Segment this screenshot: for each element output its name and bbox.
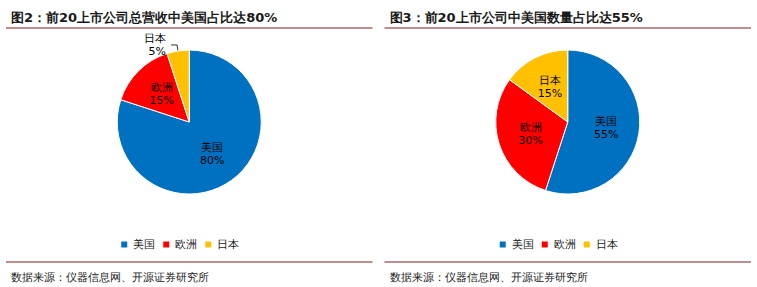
svg-text:80%: 80% <box>200 154 224 167</box>
svg-text:日本: 日本 <box>596 238 618 251</box>
svg-text:图2：前20上市公司总营收中美国占比达80%: 图2：前20上市公司总营收中美国占比达80% <box>11 10 277 25</box>
svg-text:5%: 5% <box>149 45 166 58</box>
svg-text:55%: 55% <box>594 128 618 141</box>
svg-text:数据来源：仪器信息网、开源证券研究所: 数据来源：仪器信息网、开源证券研究所 <box>390 271 588 284</box>
svg-text:欧洲: 欧洲 <box>554 238 576 251</box>
svg-text:30%: 30% <box>518 134 542 147</box>
svg-text:日本: 日本 <box>539 74 561 87</box>
svg-text:美国: 美国 <box>595 115 617 128</box>
svg-text:数据来源：仪器信息网、开源证券研究所: 数据来源：仪器信息网、开源证券研究所 <box>11 271 209 284</box>
svg-text:日本: 日本 <box>144 32 166 45</box>
svg-text:欧洲: 欧洲 <box>175 238 197 251</box>
svg-text:美国: 美国 <box>201 141 223 154</box>
svg-text:15%: 15% <box>149 94 173 107</box>
svg-text:15%: 15% <box>538 87 562 100</box>
svg-text:日本: 日本 <box>217 238 239 251</box>
svg-text:图3：前20上市公司中美国数量占比达55%: 图3：前20上市公司中美国数量占比达55% <box>390 10 643 25</box>
svg-text:欧洲: 欧洲 <box>520 121 542 134</box>
svg-text:美国: 美国 <box>133 238 155 251</box>
svg-text:欧洲: 欧洲 <box>151 81 173 94</box>
svg-text:美国: 美国 <box>512 238 534 251</box>
